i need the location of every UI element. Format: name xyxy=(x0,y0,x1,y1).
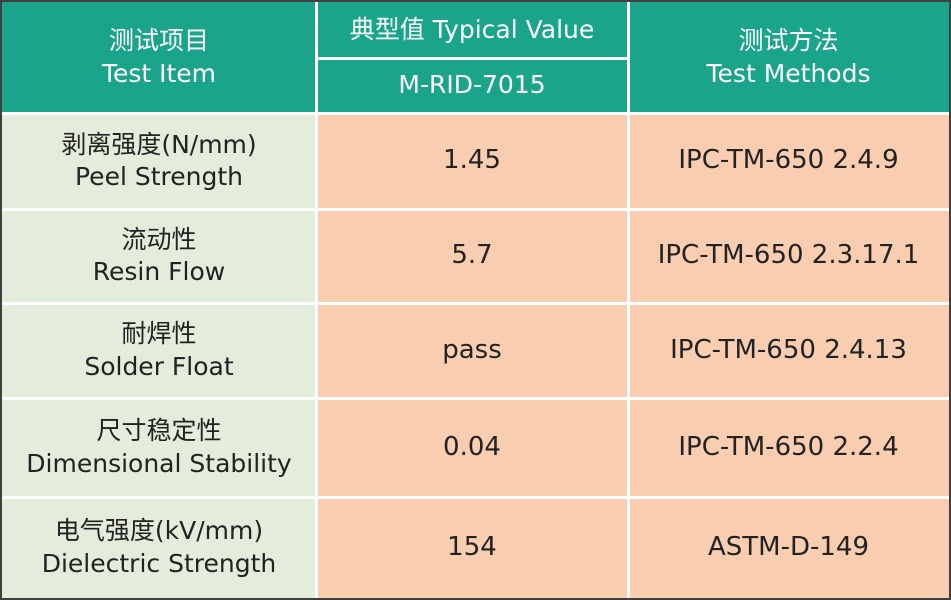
row-label-resin-flow: 流动性 Resin Flow xyxy=(2,209,316,303)
row-value: 0.04 xyxy=(443,431,501,462)
row-divider xyxy=(2,302,949,305)
header-test-methods: 测试方法 Test Methods xyxy=(628,2,949,113)
row-value: 5.7 xyxy=(451,240,493,271)
row-label-en: Peel Strength xyxy=(75,162,243,191)
header-method-en: Test Methods xyxy=(706,58,871,88)
row-method: IPC-TM-650 2.3.17.1 xyxy=(657,240,920,271)
row-value: pass xyxy=(442,334,502,365)
row-divider xyxy=(2,112,949,115)
header-value-label: 典型值 Typical Value xyxy=(349,14,595,44)
row-value-dimensional-stability: 0.04 xyxy=(316,398,628,497)
header-method-cn: 测试方法 xyxy=(738,26,839,55)
row-method: ASTM-D-149 xyxy=(707,531,869,562)
row-label-cn: 流动性 xyxy=(121,224,197,254)
header-subdivider xyxy=(316,57,628,60)
row-method-dimensional-stability: IPC-TM-650 2.2.4 xyxy=(628,398,949,497)
column-divider xyxy=(627,2,630,598)
row-value-resin-flow: 5.7 xyxy=(316,209,628,303)
row-label-en: Dielectric Strength xyxy=(41,548,277,578)
row-value: 154 xyxy=(447,531,497,562)
row-method-dielectric-strength: ASTM-D-149 xyxy=(628,497,949,598)
row-method-peel-strength: IPC-TM-650 2.4.9 xyxy=(628,113,949,209)
row-value-solder-float: pass xyxy=(316,303,628,398)
row-label-dielectric-strength: 电气强度(kV/mm) Dielectric Strength xyxy=(2,497,316,598)
row-value-peel-strength: 1.45 xyxy=(316,113,628,209)
header-item-en: Test Item xyxy=(101,58,217,88)
row-method: IPC-TM-650 2.4.13 xyxy=(670,334,907,365)
row-value-dielectric-strength: 154 xyxy=(316,497,628,598)
row-label-en: Resin Flow xyxy=(92,257,226,286)
row-label-en: Solder Float xyxy=(84,351,234,381)
header-typical-value: 典型值 Typical Value xyxy=(316,2,628,58)
row-label-cn: 耐焊性 xyxy=(121,319,197,348)
row-divider xyxy=(2,208,949,211)
row-label-cn: 尺寸稳定性 xyxy=(96,416,222,445)
row-divider xyxy=(2,397,949,400)
row-label-cn: 电气强度(kV/mm) xyxy=(54,516,264,545)
row-value: 1.45 xyxy=(443,145,501,176)
header-item-cn: 测试项目 xyxy=(108,26,209,55)
row-label-en: Dimensional Stability xyxy=(26,448,292,478)
row-divider xyxy=(2,496,949,499)
row-label-dimensional-stability: 尺寸稳定性 Dimensional Stability xyxy=(2,398,316,497)
header-model-name: M-RID-7015 xyxy=(398,70,546,100)
row-label-peel-strength: 剥离强度(N/mm) Peel Strength xyxy=(2,113,316,209)
row-label-cn: 剥离强度(N/mm) xyxy=(61,129,257,159)
row-method-solder-float: IPC-TM-650 2.4.13 xyxy=(628,303,949,398)
row-method-resin-flow: IPC-TM-650 2.3.17.1 xyxy=(628,209,949,303)
row-label-solder-float: 耐焊性 Solder Float xyxy=(2,303,316,398)
column-divider xyxy=(315,2,318,598)
header-test-item: 测试项目 Test Item xyxy=(2,2,316,113)
row-method: IPC-TM-650 2.4.9 xyxy=(678,145,899,176)
header-model: M-RID-7015 xyxy=(316,58,628,113)
row-method: IPC-TM-650 2.2.4 xyxy=(678,431,899,462)
